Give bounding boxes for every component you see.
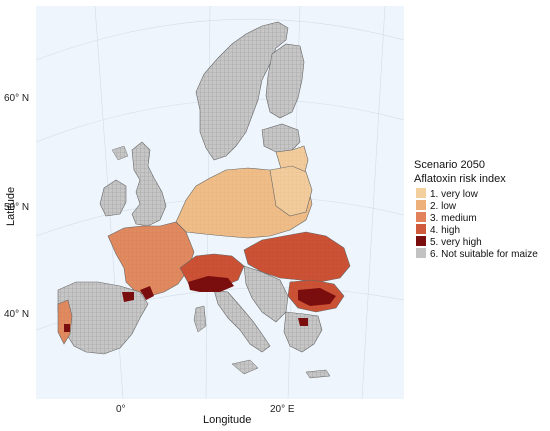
region-adriatic-coast: [243, 265, 289, 323]
graticule-line: [361, 5, 386, 400]
graticule-line: [35, 18, 405, 61]
legend-label: 4. high: [430, 225, 460, 236]
region-sardinia: [193, 305, 207, 333]
legend-label: 6. Not suitable for maize: [430, 249, 538, 260]
region-portugal: [57, 299, 73, 345]
hotspot-po-valley: [188, 276, 234, 292]
legend-label: 5. very high: [430, 237, 482, 248]
region-crete: [305, 369, 331, 379]
lat-tick-label: 60° N: [4, 93, 29, 104]
region-sicily: [231, 359, 259, 375]
region-hungary-romania: [243, 231, 351, 283]
legend-label: 2. low: [430, 201, 457, 212]
hotspot-greece-north: [298, 318, 308, 326]
lat-tick-label: 50° N: [4, 202, 29, 213]
hotspot-portugal: [64, 324, 70, 332]
y-axis-title: Latitude: [5, 187, 17, 226]
region-baltics: [261, 123, 301, 153]
legend-swatch: [416, 248, 426, 258]
legend-swatch: [416, 212, 426, 222]
legend: Scenario 2050 Aflatoxin risk index 1. ve…: [414, 159, 538, 260]
region-italy-peninsula: [213, 289, 271, 353]
very-high-hotspots: [64, 276, 336, 332]
region-greece: [283, 311, 323, 353]
legend-swatch: [416, 236, 426, 246]
region-britain: [131, 141, 167, 227]
region-france: [107, 221, 195, 297]
legend-swatch: [416, 200, 426, 210]
region-ireland: [99, 179, 127, 217]
lat-tick-label: 40° N: [4, 309, 29, 320]
region-poland-east: [269, 165, 313, 217]
legend-swatch: [416, 224, 426, 234]
hotspot-bulgaria: [298, 288, 336, 306]
region-finland: [265, 43, 305, 119]
lon-tick-label: 0°: [116, 404, 126, 415]
legend-subtitle: Aflatoxin risk index: [414, 173, 506, 185]
legend-label: 3. medium: [430, 213, 477, 224]
hotspot-ebro: [122, 292, 134, 302]
lon-tick-label: 20° E: [270, 404, 295, 415]
hotspot-south-france: [140, 286, 154, 300]
legend-title: Scenario 2050: [414, 159, 485, 171]
x-axis-title: Longitude: [203, 414, 251, 426]
legend-swatch: [416, 188, 426, 198]
legend-label: 1. very low: [430, 189, 479, 200]
region-iceland-small: [111, 145, 129, 161]
